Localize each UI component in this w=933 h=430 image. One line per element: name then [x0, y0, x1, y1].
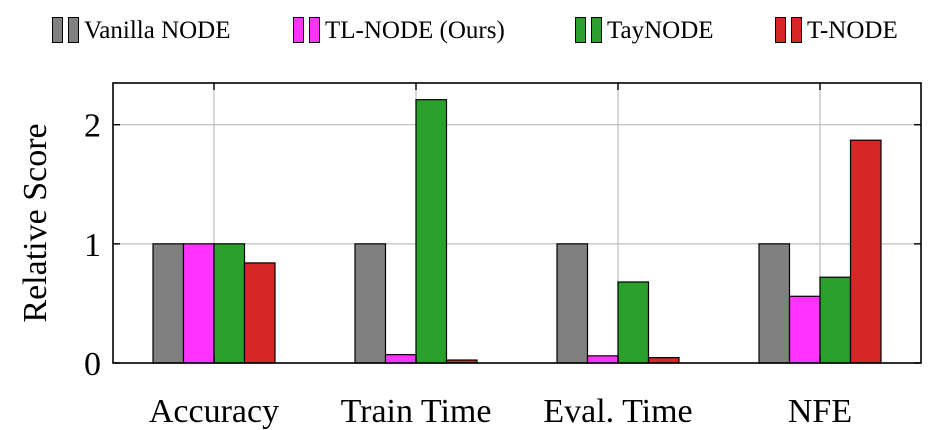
bar-t-node-2	[647, 357, 680, 364]
legend: Vanilla NODE TL-NODE (Ours) TayNODE T-NO…	[0, 8, 933, 52]
x-tick-label-2: Eval. Time	[543, 393, 692, 430]
y-tick-label-0: 0	[84, 346, 101, 383]
bar-vanilla-node-3	[758, 243, 791, 364]
legend-label-taynode: TayNODE	[607, 16, 714, 44]
legend-swatch-taynode	[575, 17, 586, 43]
bar-vanilla-node-2	[556, 243, 589, 364]
bar-vanilla-node-1	[354, 243, 387, 364]
bar-taynode-1	[415, 99, 448, 364]
legend-item-vanilla-node: Vanilla NODE	[52, 8, 231, 52]
plot-frame	[112, 82, 922, 364]
bar-taynode-0	[213, 243, 246, 364]
bar-t-node-3	[849, 139, 882, 364]
axis-ticks: 0 1 2 Accuracy Train Time Eval. Time NFE	[84, 83, 921, 430]
bar-t-node-0	[243, 262, 276, 364]
legend-label-tl-node: TL-NODE (Ours)	[325, 16, 505, 44]
legend-swatch-vanilla-node	[68, 17, 79, 43]
legend-swatch-t-node	[791, 17, 802, 43]
x-tick-label-0: Accuracy	[149, 393, 279, 430]
y-tick-label-1: 1	[84, 227, 101, 264]
legend-item-t-node: T-NODE	[775, 8, 898, 52]
legend-swatch-tl-node	[309, 17, 320, 43]
legend-swatch-t-node	[775, 17, 786, 43]
legend-swatch-taynode	[591, 17, 602, 43]
legend-item-tl-node: TL-NODE (Ours)	[293, 8, 505, 52]
bar-vanilla-node-0	[152, 243, 185, 364]
x-tick-label-1: Train Time	[341, 393, 492, 430]
bar-taynode-2	[617, 281, 650, 364]
legend-swatch-tl-node	[293, 17, 304, 43]
legend-item-taynode: TayNODE	[575, 8, 714, 52]
legend-swatch-vanilla-node	[52, 17, 63, 43]
bar-taynode-3	[819, 276, 852, 364]
bar-tl-node-ours--1	[384, 354, 417, 364]
y-tick-label-2: 2	[84, 108, 101, 145]
legend-label-t-node: T-NODE	[807, 16, 898, 44]
y-axis-label: Relative Score	[17, 123, 54, 322]
bars	[152, 99, 882, 364]
x-tick-label-3: NFE	[788, 393, 852, 430]
bar-tl-node-ours--0	[182, 243, 215, 364]
legend-label-vanilla-node: Vanilla NODE	[84, 16, 231, 44]
bar-tl-node-ours--3	[788, 295, 821, 364]
bar-tl-node-ours--2	[586, 355, 619, 364]
